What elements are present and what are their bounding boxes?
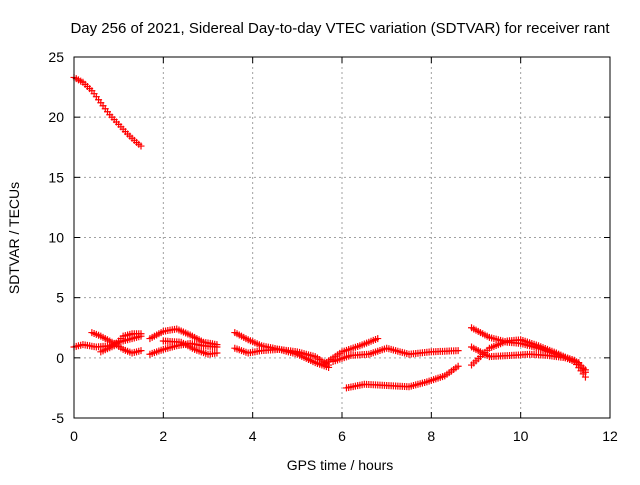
x-tick-label: 2 <box>159 428 167 444</box>
data-point <box>454 347 462 355</box>
y-tick-label: 15 <box>48 169 64 185</box>
series-arc-9 <box>231 344 333 371</box>
x-tick-label: 6 <box>338 428 346 444</box>
x-tick-label: 8 <box>427 428 435 444</box>
series-arc-15 <box>468 343 589 376</box>
axis-ticks: 0 2 4 6 8 10 12 -5 0 5 10 15 20 25 <box>48 49 618 444</box>
data-point <box>137 330 145 338</box>
series-arc-11 <box>329 344 462 365</box>
y-tick-label: 10 <box>48 230 64 246</box>
data-point <box>137 347 145 355</box>
data-point <box>213 343 221 351</box>
data-point <box>325 363 333 371</box>
y-tick-label: 25 <box>48 49 64 65</box>
y-tick-label: 20 <box>48 109 64 125</box>
series-arc-1 <box>70 73 145 150</box>
data-point <box>454 362 462 370</box>
data-point <box>137 142 145 150</box>
y-tick-label: 0 <box>56 350 64 366</box>
chart-title: Day 256 of 2021, Sidereal Day-to-day VTE… <box>70 20 610 37</box>
data-points <box>70 73 589 392</box>
x-axis-label: GPS time / hours <box>287 457 394 473</box>
x-tick-label: 10 <box>513 428 529 444</box>
y-tick-label: -5 <box>52 410 65 426</box>
y-axis-label: SDTVAR / TECUs <box>6 182 22 294</box>
series-arc-12 <box>342 362 462 392</box>
data-point <box>374 335 382 343</box>
x-tick-label: 12 <box>602 428 618 444</box>
series-arc-10 <box>320 335 382 368</box>
y-tick-label: 5 <box>56 290 64 306</box>
series-arc-7 <box>159 337 221 358</box>
data-point <box>581 368 589 376</box>
x-tick-label: 4 <box>249 428 257 444</box>
series-arc-3 <box>88 329 145 357</box>
x-tick-label: 0 <box>70 428 78 444</box>
data-point <box>213 349 221 357</box>
series-arc-4 <box>97 330 145 356</box>
